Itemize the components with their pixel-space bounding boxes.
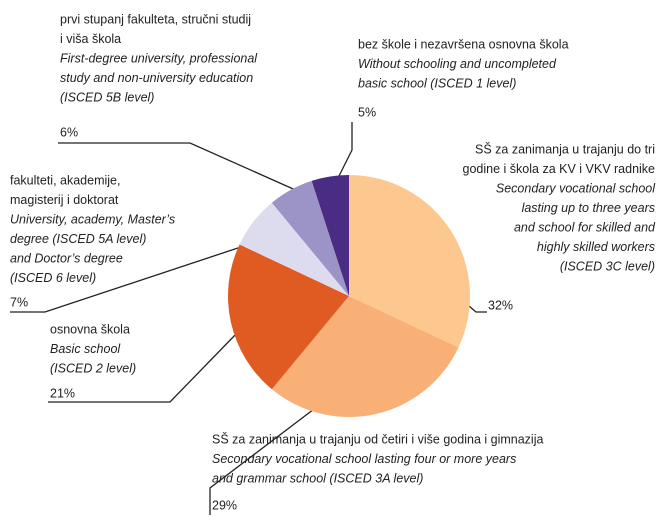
leader-line	[10, 239, 263, 313]
label-line-english: University, academy, Master’s	[10, 212, 175, 226]
label-line-english: Secondary vocational school	[496, 181, 656, 195]
label-line-english: (ISCED 5B level)	[60, 90, 154, 104]
label-line: prvi stupanj fakulteta, stručni studij	[60, 12, 251, 26]
label-line: fakulteti, akademije,	[10, 173, 120, 187]
value-label: 7%	[10, 295, 28, 309]
label-line: SŠ za zanimanja u trajanju do tri	[475, 141, 655, 156]
label-line-english: basic school (ISCED 1 level)	[358, 76, 516, 90]
pie-slice	[311, 175, 349, 296]
value-label: 29%	[212, 498, 237, 512]
label-line-english: and grammar school (ISCED 3A level)	[212, 471, 423, 485]
label-line-english: Without schooling and uncompleted	[358, 57, 557, 71]
label-line: godine i škola za KV i VKV radnike	[463, 162, 656, 176]
label-line-english: First-degree university, professional	[60, 51, 258, 65]
leader-lines	[10, 122, 487, 515]
pie-slice	[349, 175, 470, 348]
leader-line	[337, 122, 353, 179]
label-line-english: (ISCED 6 level)	[10, 271, 96, 285]
label-line-english: (ISCED 3C level)	[560, 259, 655, 273]
pie-slice	[239, 202, 349, 296]
label-line: SŠ za zanimanja u trajanju od četiri i v…	[212, 431, 543, 446]
leader-line	[48, 331, 239, 403]
label-line-english: (ISCED 2 level)	[50, 361, 136, 375]
label-line: osnovna škola	[50, 322, 130, 336]
label-line-english: Secondary vocational school lasting four…	[212, 452, 516, 466]
leader-line	[209, 405, 319, 515]
label-line-english: Basic school	[50, 342, 121, 356]
label-line: bez škole i nezavršena osnovna škola	[358, 37, 569, 51]
leader-line	[58, 142, 301, 193]
label-line: magisterij i doktorat	[10, 193, 119, 207]
label-line-english: study and non-university education	[60, 71, 253, 85]
value-label: 21%	[50, 386, 75, 400]
label-line-english: and Doctor’s degree	[10, 251, 123, 265]
pie-slice	[271, 296, 459, 418]
label-line-english: highly skilled workers	[537, 240, 655, 254]
value-label: 32%	[488, 298, 513, 312]
value-label: 6%	[60, 125, 78, 139]
label-line-english: lasting up to three years	[522, 201, 655, 215]
value-label: 5%	[358, 105, 376, 119]
pie-slice	[227, 244, 349, 390]
label-line-english: and school for skilled and	[514, 220, 656, 234]
label-line-english: degree (ISCED 5A level)	[10, 232, 146, 246]
pie-slice	[271, 180, 349, 296]
label-line: i viša škola	[60, 32, 121, 46]
